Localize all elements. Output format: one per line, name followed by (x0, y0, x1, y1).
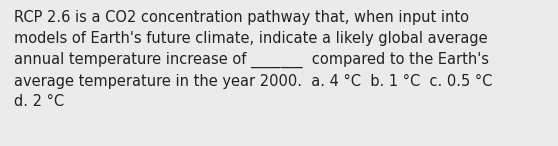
Text: RCP 2.6 is a CO2 concentration pathway that, when input into
models of Earth's f: RCP 2.6 is a CO2 concentration pathway t… (14, 10, 492, 109)
